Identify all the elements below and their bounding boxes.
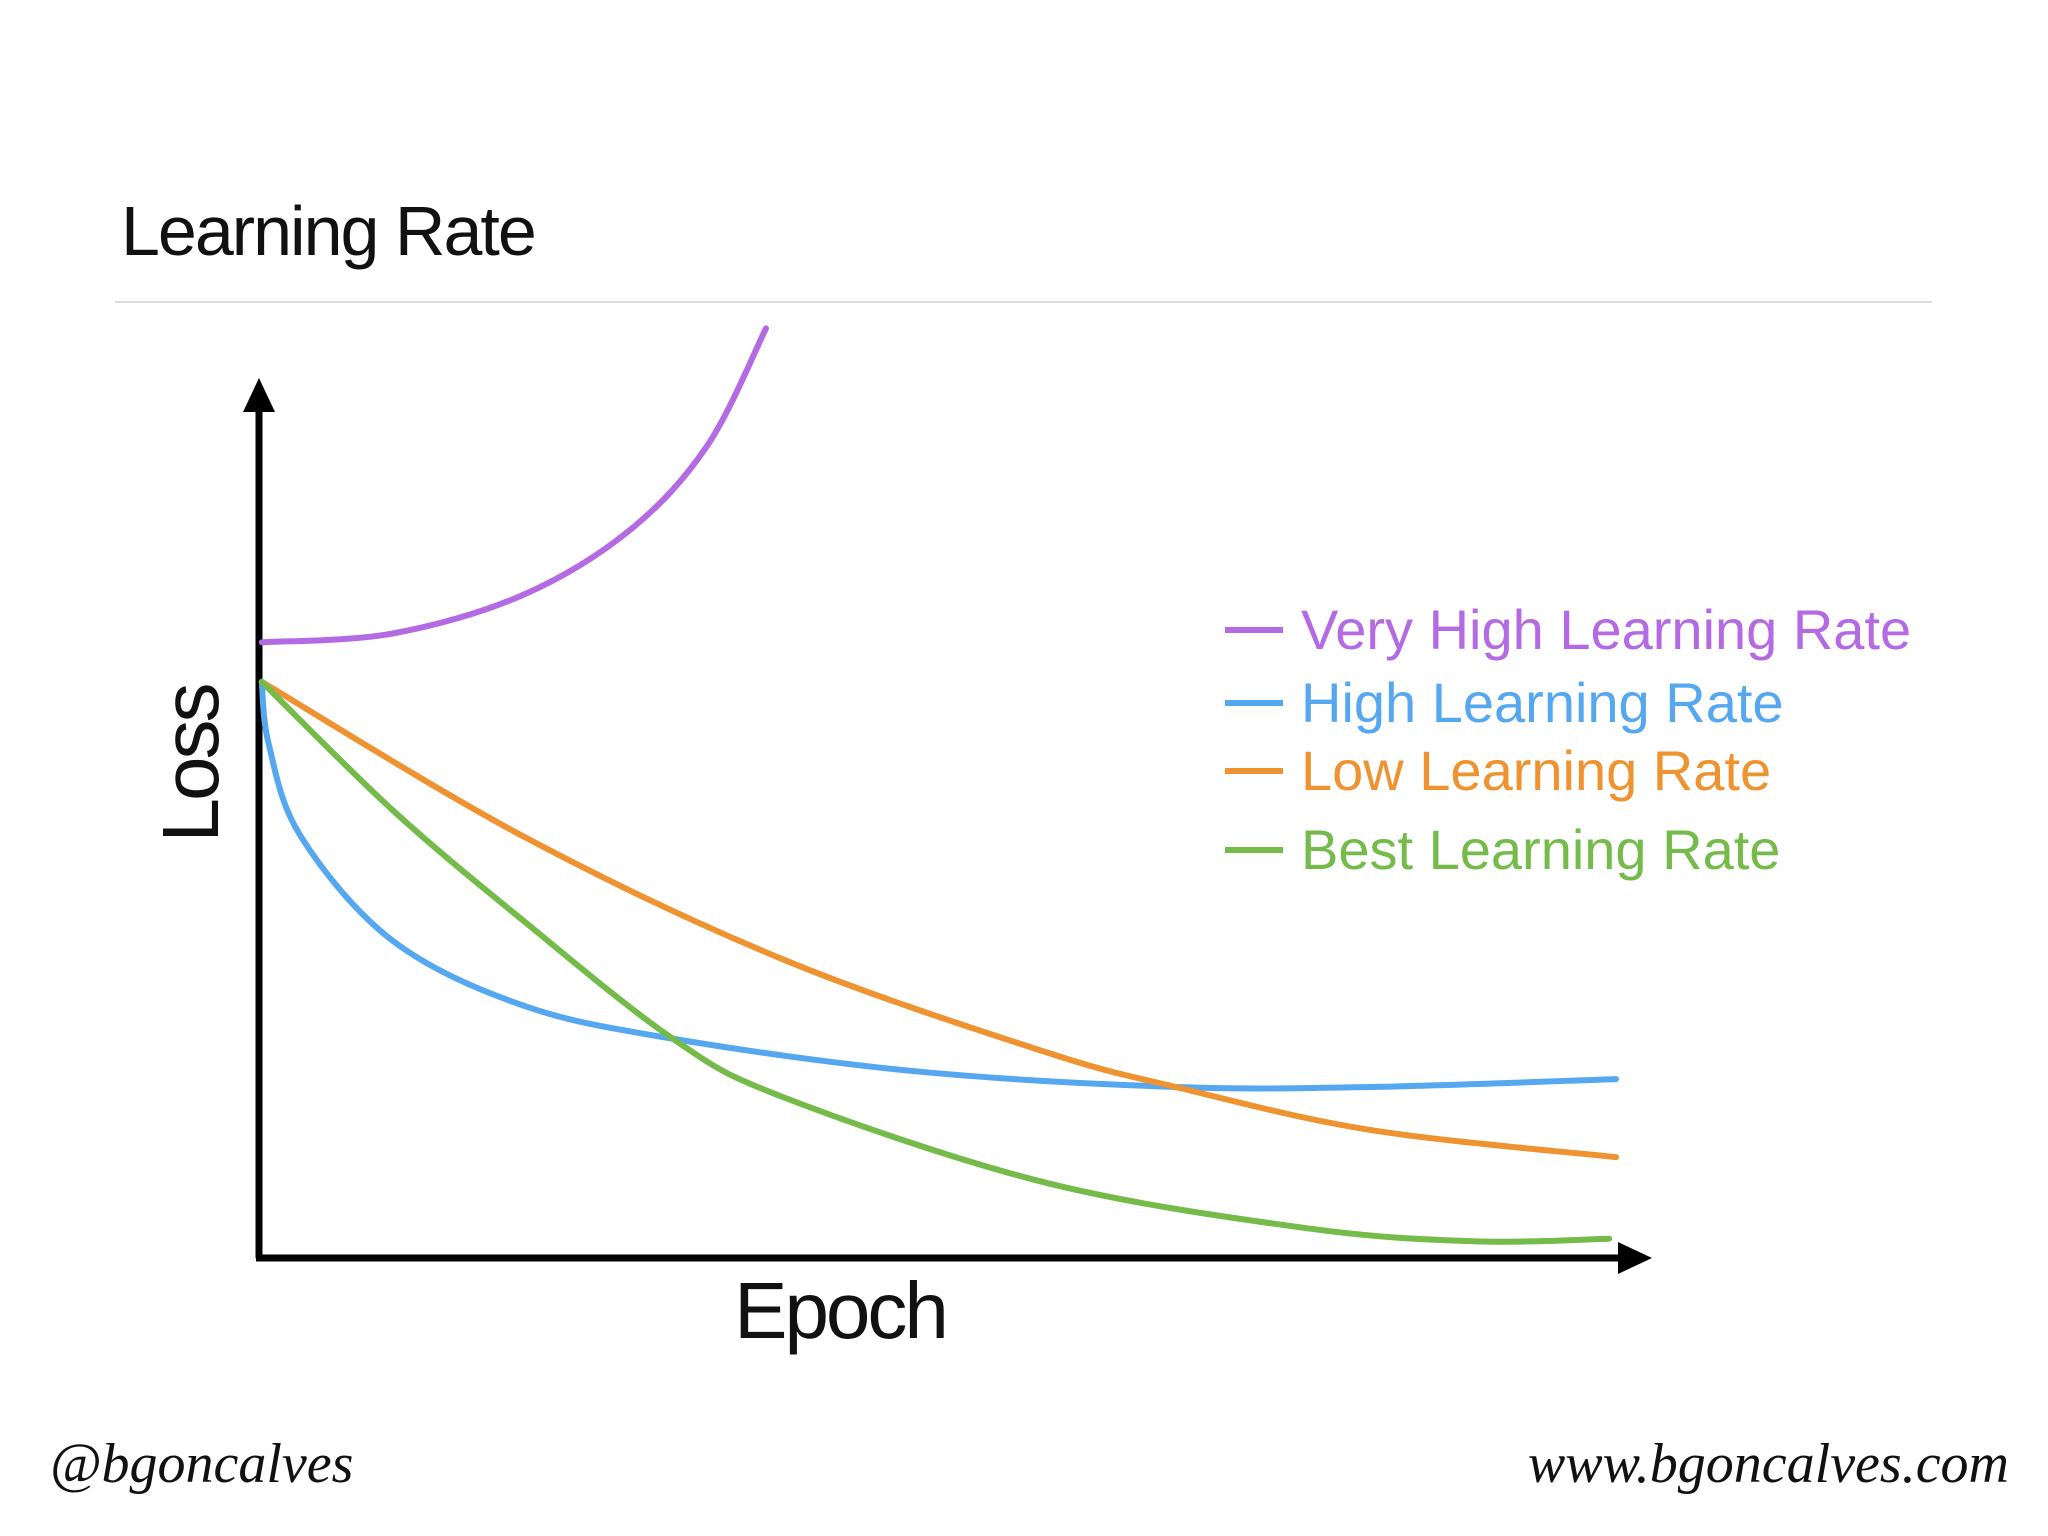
line-series bbox=[258, 678, 1620, 1092]
chart-title: Learning Rate bbox=[121, 192, 535, 270]
legend-label: High Learning Rate bbox=[1301, 671, 1784, 734]
y-axis-label: Loss bbox=[146, 685, 235, 843]
line-series bbox=[258, 678, 1620, 1161]
legend-label: Low Learning Rate bbox=[1301, 739, 1771, 802]
x-axis-arrow bbox=[1618, 1242, 1652, 1274]
footer-left: @bgoncalves bbox=[50, 1433, 353, 1495]
y-axis-arrow bbox=[243, 378, 275, 412]
legend-label: Very High Learning Rate bbox=[1301, 598, 1911, 661]
x-axis-label: Epoch bbox=[734, 1266, 946, 1355]
legend-label: Best Learning Rate bbox=[1301, 818, 1780, 881]
line-series bbox=[258, 325, 769, 646]
line-series bbox=[258, 678, 1613, 1245]
footer-right: www.bgoncalves.com bbox=[1528, 1433, 2009, 1495]
